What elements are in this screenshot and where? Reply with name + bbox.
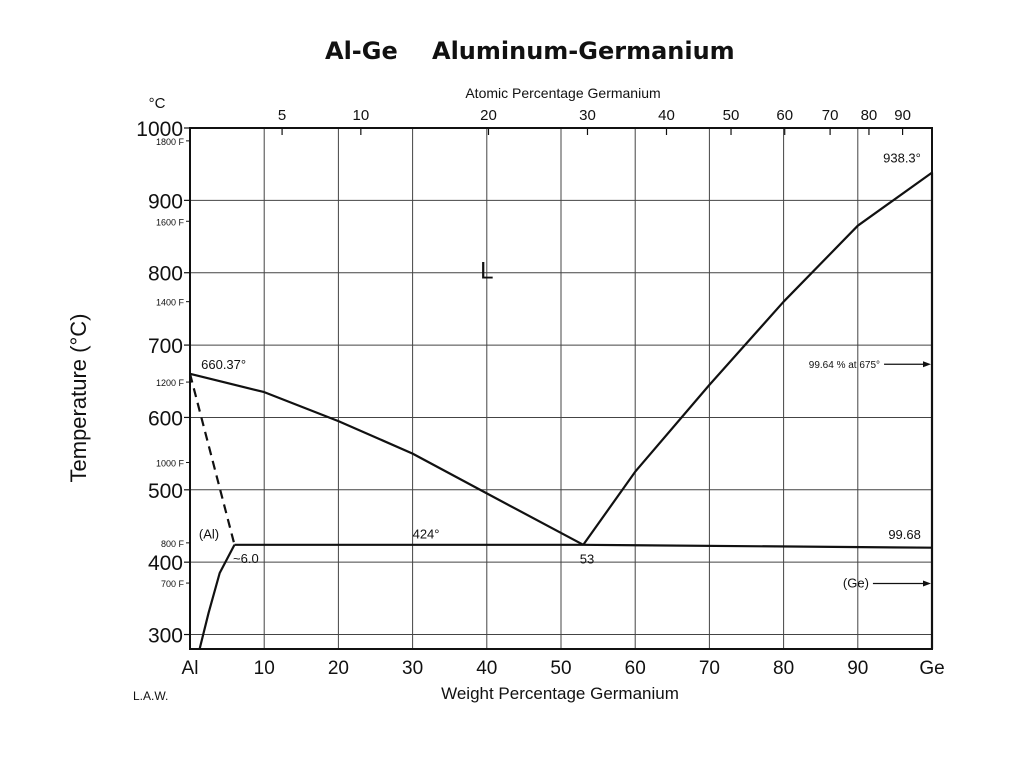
f-tick-label: 800 F (161, 539, 185, 549)
x-tick-label-30: 30 (402, 658, 423, 679)
x2-tick-label-20: 20 (480, 107, 497, 124)
annotation-5: (Al) (199, 526, 219, 541)
annotation-2: 660.37° (201, 357, 246, 372)
f-tick-label: 1600 F (156, 217, 185, 227)
y-tick-label-1000: 1000 (136, 118, 183, 141)
boundary-line-2 (234, 543, 933, 549)
annotation-3: 99.64 % at 675° (809, 360, 880, 371)
y-tick-label-900: 900 (148, 190, 183, 213)
boundary-line-4 (198, 544, 236, 650)
f-tick-label: 1200 F (156, 378, 185, 388)
x2-tick-label-40: 40 (658, 107, 675, 124)
x2-tick-label-80: 80 (861, 107, 878, 124)
x2-tick-label-90: 90 (894, 107, 911, 124)
annotations: 938.3° L 660.37° 99.64 % at 675° 424° (Al) ~6.… (199, 151, 931, 590)
y-axis-label: Temperature (°C) (66, 314, 91, 483)
y-unit-label: °C (149, 95, 166, 112)
x2-tick-label-50: 50 (723, 107, 740, 124)
title-full-name: Aluminum-Germanium (432, 37, 735, 65)
boundary-line-1 (582, 171, 933, 546)
f-tick-label: 700 F (161, 579, 185, 589)
annotation-arrow-head-9 (923, 580, 931, 587)
f-tick-label: 1000 F (156, 458, 185, 468)
annotation-8: 99.68 (888, 527, 921, 542)
x-tick-label-50: 50 (550, 658, 571, 679)
x-tick-label-40: 40 (476, 658, 497, 679)
x2-tick-label-60: 60 (776, 107, 793, 124)
f-tick-label: 1400 F (156, 298, 185, 308)
boundary-line-3 (188, 373, 236, 546)
x-tick-label-90: 90 (847, 658, 868, 679)
x-tick-label-80: 80 (773, 658, 794, 679)
credit-label: L.A.W. (133, 689, 168, 703)
axis-ticks: 10 20 30 40 50 60 70 80 90 300 400 500 600 700 800 900 1… (136, 107, 944, 679)
top-axis-label: Atomic Percentage Germanium (465, 85, 660, 101)
annotation-7: 53 (580, 552, 594, 567)
x-tick-label-10: 10 (254, 658, 275, 679)
annotation-1: L (480, 258, 493, 285)
y-tick-label-700: 700 (148, 335, 183, 358)
x-tick-label-60: 60 (625, 658, 646, 679)
x-tick-label-70: 70 (699, 658, 720, 679)
x-axis-label: Weight Percentage Germanium (441, 684, 679, 703)
annotation-6: ~6.0 (233, 551, 259, 566)
annotation-9: (Ge) (843, 575, 869, 590)
chart-title: Al-Ge Aluminum-Germanium (325, 37, 735, 65)
x2-tick-label-10: 10 (352, 107, 369, 124)
x-end-label-left: Al (182, 658, 199, 679)
x-tick-label-20: 20 (328, 658, 349, 679)
y-tick-label-800: 800 (148, 263, 183, 286)
grid (190, 128, 932, 649)
annotation-arrow-head-3 (923, 361, 931, 368)
title-abbreviation: Al-Ge (325, 37, 398, 65)
annotation-0: 938.3° (883, 151, 921, 166)
y-tick-label-500: 500 (148, 480, 183, 503)
boundary-line-0 (189, 372, 584, 546)
x2-tick-label-30: 30 (579, 107, 596, 124)
y-tick-label-600: 600 (148, 407, 183, 430)
x2-tick-label-5: 5 (278, 107, 286, 124)
f-tick-label: 1800 F (156, 137, 185, 147)
annotation-4: 424° (413, 526, 440, 541)
phase-boundaries (188, 171, 934, 650)
x2-tick-label-70: 70 (822, 107, 839, 124)
y-tick-label-400: 400 (148, 552, 183, 575)
y-tick-label-300: 300 (148, 625, 183, 648)
x-end-label-right: Ge (919, 658, 944, 679)
